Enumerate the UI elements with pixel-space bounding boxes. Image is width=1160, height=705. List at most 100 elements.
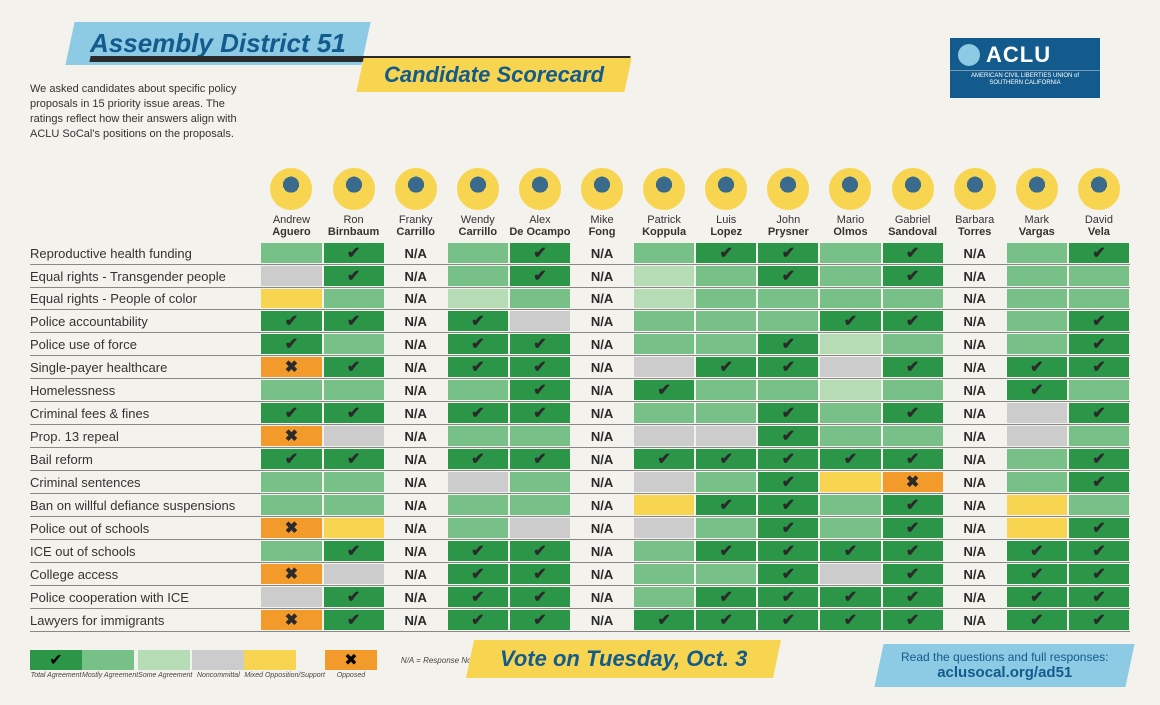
score-cell — [509, 333, 571, 356]
score-cell — [323, 379, 385, 402]
scorecard-table: AndrewAgueroRonBirnbaumFrankyCarrilloWen… — [30, 168, 1130, 632]
score-cell — [695, 356, 757, 379]
score-cell — [757, 379, 819, 402]
score-cell — [695, 310, 757, 333]
score-cell — [509, 586, 571, 609]
score-cell: N/A — [944, 310, 1006, 333]
score-cell: N/A — [944, 288, 1006, 310]
score-cell — [695, 242, 757, 265]
score-cell — [695, 586, 757, 609]
score-cell — [633, 494, 695, 517]
page-subtitle: Candidate Scorecard — [384, 62, 604, 88]
score-cell: N/A — [944, 563, 1006, 586]
score-cell: N/A — [385, 310, 447, 333]
score-cell — [757, 288, 819, 310]
aclu-logo: ACLU AMERICAN CIVIL LIBERTIES UNION of S… — [950, 38, 1100, 98]
legend-label: Mostly Agreement — [82, 672, 138, 679]
score-cell: N/A — [571, 265, 633, 288]
score-cell — [323, 333, 385, 356]
score-cell — [1006, 356, 1068, 379]
score-cell: N/A — [571, 517, 633, 540]
score-cell — [323, 586, 385, 609]
issue-label: Police cooperation with ICE — [30, 586, 260, 609]
score-cell — [695, 333, 757, 356]
score-cell — [819, 356, 881, 379]
avatar — [767, 168, 809, 210]
issue-label: Reproductive health funding — [30, 242, 260, 265]
legend-label: Some Agreement — [138, 672, 192, 679]
score-cell — [260, 242, 322, 265]
score-cell — [260, 540, 322, 563]
score-cell — [882, 425, 944, 448]
issue-label: Police accountability — [30, 310, 260, 333]
score-cell — [509, 310, 571, 333]
logo-subtitle: AMERICAN CIVIL LIBERTIES UNION of SOUTHE… — [950, 70, 1100, 91]
score-cell — [509, 494, 571, 517]
candidate-first: Mike — [571, 214, 633, 226]
score-cell — [882, 448, 944, 471]
score-cell — [1006, 310, 1068, 333]
score-cell — [509, 288, 571, 310]
table-row: Equal rights - People of colorN/AN/AN/A — [30, 288, 1130, 310]
score-cell: N/A — [571, 333, 633, 356]
table-row: Criminal sentencesN/AN/AN/A — [30, 471, 1130, 494]
candidate-header: GabrielSandoval — [882, 168, 944, 242]
score-cell — [757, 265, 819, 288]
score-cell: N/A — [385, 402, 447, 425]
table-row: ICE out of schoolsN/AN/AN/A — [30, 540, 1130, 563]
candidate-header: MarioOlmos — [819, 168, 881, 242]
candidate-first: Alex — [509, 214, 571, 226]
score-cell — [447, 517, 509, 540]
score-cell — [1006, 494, 1068, 517]
avatar — [270, 168, 312, 210]
score-cell — [882, 586, 944, 609]
avatar — [954, 168, 996, 210]
score-cell: N/A — [944, 402, 1006, 425]
score-cell — [819, 310, 881, 333]
candidate-header: JohnPrysner — [757, 168, 819, 242]
score-cell — [447, 333, 509, 356]
score-cell: N/A — [571, 563, 633, 586]
score-cell — [819, 333, 881, 356]
issue-label: Lawyers for immigrants — [30, 609, 260, 632]
score-cell — [882, 609, 944, 632]
score-cell — [1068, 540, 1130, 563]
score-cell — [260, 448, 322, 471]
table-row: Single-payer healthcareN/AN/AN/A — [30, 356, 1130, 379]
vote-bar: Vote on Tuesday, Oct. 3 — [466, 640, 781, 678]
candidate-first: Ron — [323, 214, 385, 226]
score-cell: N/A — [385, 333, 447, 356]
legend-swatch — [244, 650, 296, 670]
score-cell — [757, 242, 819, 265]
score-cell — [819, 471, 881, 494]
candidate-header: RonBirnbaum — [323, 168, 385, 242]
legend-item: Mostly Agreement — [82, 650, 138, 679]
score-cell — [695, 609, 757, 632]
candidate-last: Vargas — [1006, 226, 1068, 238]
score-cell: N/A — [571, 310, 633, 333]
avatar — [829, 168, 871, 210]
issue-label: Equal rights - Transgender people — [30, 265, 260, 288]
score-cell — [633, 333, 695, 356]
score-cell: N/A — [571, 471, 633, 494]
score-cell — [695, 379, 757, 402]
score-cell: N/A — [571, 586, 633, 609]
score-cell: N/A — [571, 448, 633, 471]
candidate-header: AndrewAguero — [260, 168, 322, 242]
table-row: Reproductive health fundingN/AN/AN/A — [30, 242, 1130, 265]
score-cell: N/A — [385, 379, 447, 402]
score-cell — [882, 540, 944, 563]
score-cell: N/A — [571, 288, 633, 310]
score-cell: N/A — [385, 494, 447, 517]
score-cell — [882, 242, 944, 265]
score-cell — [819, 586, 881, 609]
candidate-header: FrankyCarrillo — [385, 168, 447, 242]
score-cell — [447, 586, 509, 609]
legend-item: Mixed Opposition/Support — [244, 650, 325, 679]
issue-label: ICE out of schools — [30, 540, 260, 563]
score-cell: N/A — [944, 586, 1006, 609]
score-cell — [1006, 540, 1068, 563]
score-cell — [633, 265, 695, 288]
score-cell — [1068, 494, 1130, 517]
score-cell — [447, 242, 509, 265]
